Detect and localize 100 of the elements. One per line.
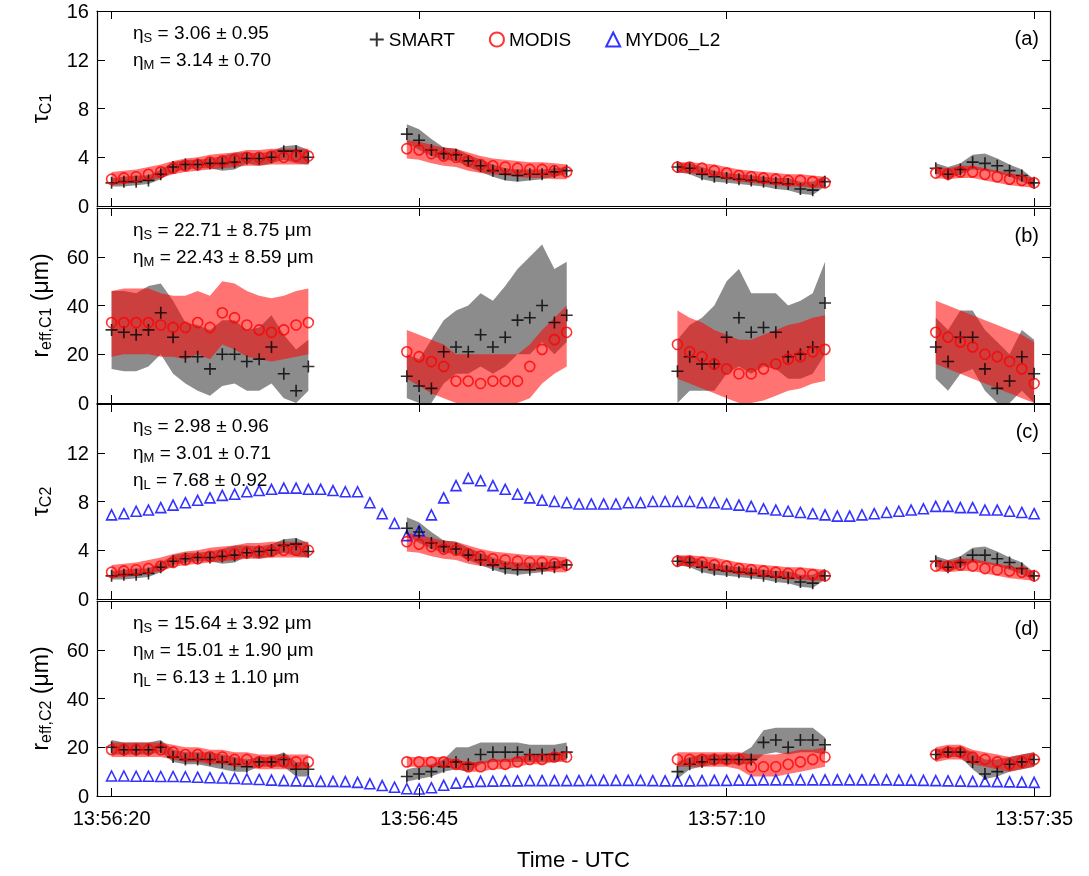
point (720, 560, 733, 572)
point (806, 345, 819, 358)
point (696, 162, 708, 175)
y-axis-title: τC1 (27, 93, 54, 124)
point (683, 753, 696, 765)
point (522, 167, 537, 182)
point (142, 168, 155, 181)
point (498, 561, 513, 576)
point (560, 326, 573, 338)
point (401, 755, 413, 768)
point (487, 159, 499, 172)
y-tick-label: 0 (77, 195, 89, 217)
point (486, 163, 500, 178)
point (560, 750, 573, 763)
point (153, 305, 168, 320)
point (240, 759, 254, 774)
point (511, 755, 524, 768)
legend-label: MYD06_L2 (625, 29, 721, 51)
point (524, 163, 536, 176)
point (941, 354, 955, 368)
point (745, 563, 758, 576)
point (265, 326, 278, 338)
point (191, 748, 204, 760)
point (929, 326, 942, 338)
point (535, 561, 549, 576)
point (781, 571, 795, 586)
annotation: (d) (1014, 616, 1040, 639)
point (486, 558, 500, 572)
point (449, 339, 463, 354)
point (302, 316, 315, 328)
point (1028, 377, 1040, 389)
point (117, 567, 131, 582)
point (278, 323, 290, 336)
y-tick-label: 12 (66, 441, 89, 464)
point (179, 748, 192, 760)
point (695, 356, 709, 371)
point (153, 739, 168, 754)
point (793, 182, 808, 196)
point (510, 312, 525, 327)
point (819, 750, 831, 763)
point (978, 766, 992, 781)
point (104, 322, 119, 337)
point (473, 747, 488, 761)
point (979, 753, 991, 765)
point (745, 367, 758, 380)
point (474, 760, 487, 773)
point (450, 758, 462, 770)
point (793, 732, 808, 747)
point (289, 144, 303, 158)
point (166, 749, 180, 764)
point (805, 339, 820, 354)
point (264, 339, 279, 354)
point (696, 753, 708, 765)
point (424, 143, 439, 157)
point (228, 311, 241, 323)
point (769, 325, 783, 339)
point (757, 760, 770, 773)
point (965, 754, 980, 769)
point (462, 374, 475, 387)
point (559, 307, 574, 322)
point (290, 544, 302, 557)
point (781, 739, 795, 754)
point (473, 327, 488, 342)
point (228, 753, 241, 765)
point (942, 330, 954, 343)
point (770, 357, 782, 370)
point (536, 753, 548, 765)
point (154, 318, 167, 331)
point (104, 739, 119, 754)
point (166, 329, 180, 344)
point (486, 339, 500, 354)
point (204, 321, 216, 333)
point (793, 346, 808, 361)
point (290, 318, 302, 331)
point (511, 162, 524, 175)
point (1016, 566, 1028, 578)
point (499, 758, 512, 770)
point (227, 346, 242, 361)
y-tick-label: 0 (77, 391, 89, 414)
point (708, 164, 721, 177)
point (929, 560, 942, 572)
y-tick-label: 16 (66, 0, 89, 22)
point (215, 754, 230, 769)
point (118, 316, 130, 328)
point (756, 320, 771, 334)
point (522, 310, 537, 324)
point (991, 170, 1004, 183)
point (400, 368, 414, 383)
point (117, 174, 131, 189)
x-tick-label: 13:56:20 (72, 806, 151, 829)
point (118, 565, 130, 577)
point (769, 732, 783, 747)
point (979, 347, 991, 360)
point (437, 150, 450, 162)
point (966, 166, 979, 178)
point (153, 167, 168, 182)
point (818, 295, 832, 310)
point (954, 166, 967, 178)
point (1003, 173, 1016, 185)
point (757, 565, 770, 577)
